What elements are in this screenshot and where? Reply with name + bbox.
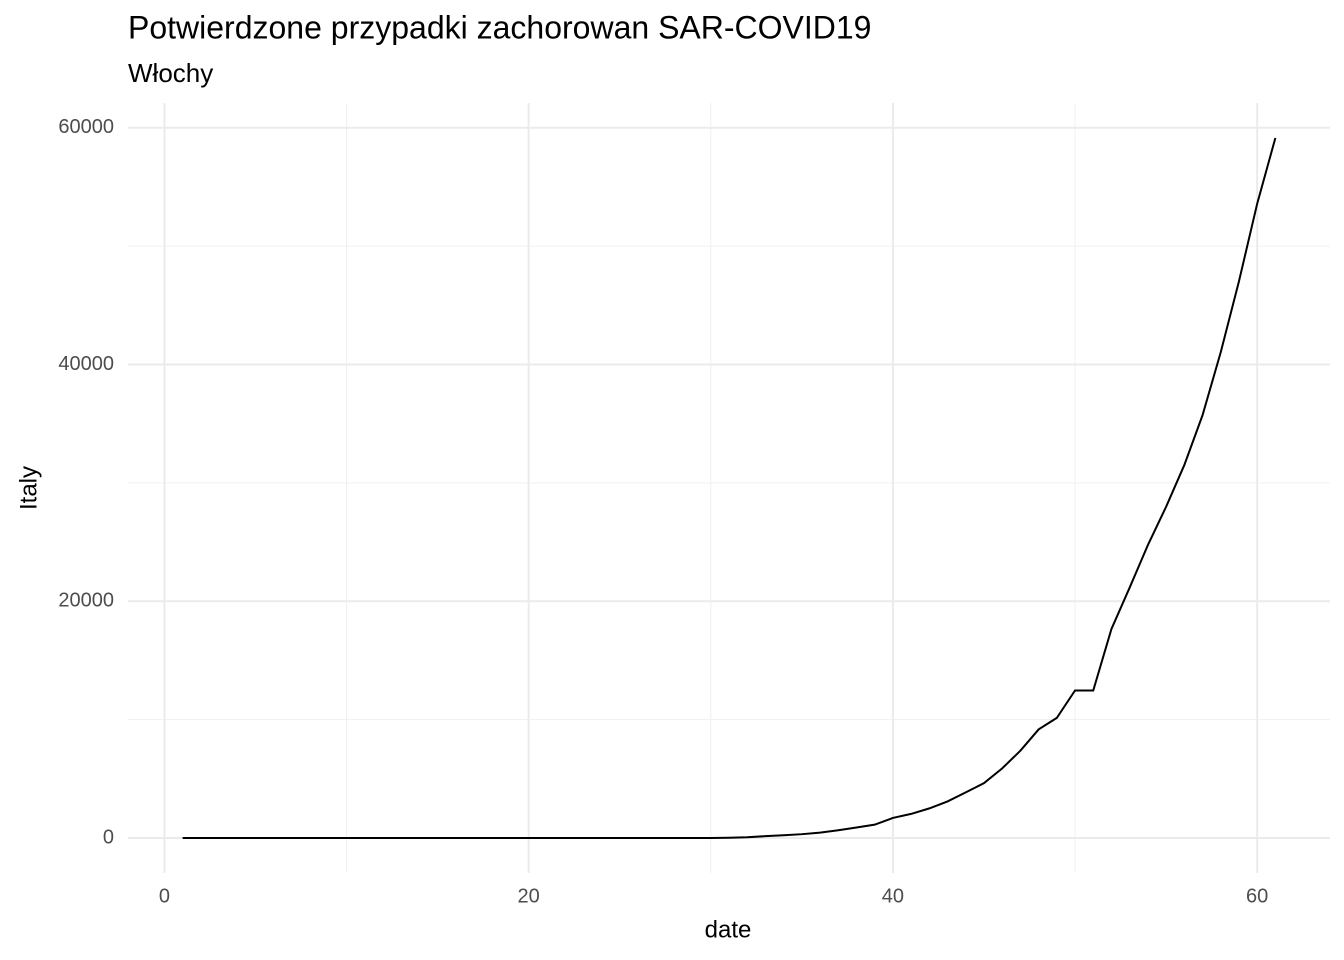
x-tick-label: 60 [1246,885,1268,907]
y-tick-label: 20000 [58,590,114,612]
chart-subtitle: Włochy [128,58,213,88]
chart-title: Potwierdzone przypadki zachorowan SAR-CO… [128,9,871,45]
x-tick-label: 0 [159,885,170,907]
x-tick-label: 40 [882,885,904,907]
y-tick-label: 0 [103,826,114,848]
x-tick-label: 20 [518,885,540,907]
x-axis-title: date [705,916,752,943]
y-axis-title: Italy [15,466,42,510]
data-line [182,137,1277,839]
y-tick-label: 60000 [58,116,114,138]
y-tick-label: 40000 [58,353,114,375]
